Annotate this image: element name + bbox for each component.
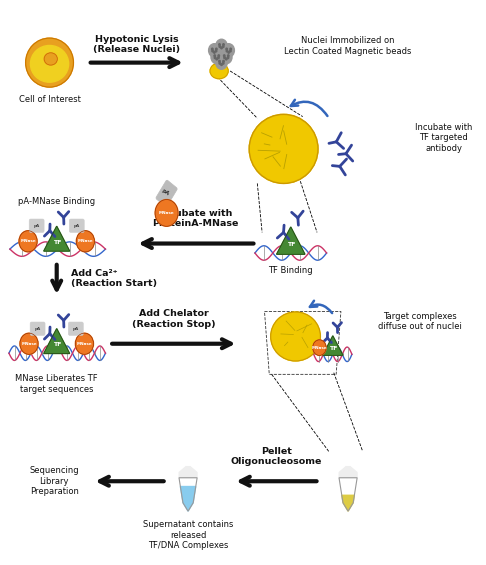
- Circle shape: [216, 58, 217, 60]
- FancyBboxPatch shape: [30, 322, 45, 336]
- Circle shape: [20, 333, 38, 354]
- Circle shape: [226, 48, 227, 50]
- Circle shape: [208, 44, 220, 57]
- Text: TF: TF: [329, 346, 337, 351]
- Text: Supernatant contains
released
TF/DNA Complexes: Supernatant contains released TF/DNA Com…: [143, 520, 233, 550]
- Circle shape: [223, 60, 224, 62]
- FancyBboxPatch shape: [69, 322, 83, 336]
- Text: MNase: MNase: [77, 342, 92, 346]
- Polygon shape: [179, 467, 197, 478]
- Text: TF: TF: [52, 240, 61, 245]
- Circle shape: [215, 50, 217, 52]
- Text: pA: pA: [73, 327, 79, 331]
- Text: Incubate with
ProteinA-MNase: Incubate with ProteinA-MNase: [152, 208, 239, 228]
- Circle shape: [213, 51, 215, 53]
- Circle shape: [216, 56, 227, 69]
- Circle shape: [76, 231, 94, 252]
- Text: pA: pA: [74, 224, 80, 228]
- Text: pA: pA: [35, 327, 41, 331]
- Circle shape: [312, 340, 326, 355]
- Circle shape: [212, 50, 213, 52]
- Circle shape: [226, 58, 227, 60]
- Circle shape: [155, 199, 178, 226]
- Polygon shape: [44, 226, 69, 251]
- Circle shape: [221, 50, 232, 64]
- Circle shape: [216, 48, 217, 50]
- Circle shape: [227, 55, 229, 56]
- Circle shape: [223, 44, 234, 57]
- Polygon shape: [180, 486, 196, 511]
- Circle shape: [221, 47, 222, 49]
- Circle shape: [230, 48, 231, 50]
- Circle shape: [223, 46, 224, 47]
- Circle shape: [227, 57, 229, 59]
- Circle shape: [219, 46, 221, 47]
- Polygon shape: [277, 227, 305, 254]
- Ellipse shape: [271, 312, 320, 361]
- FancyBboxPatch shape: [69, 219, 84, 232]
- Text: pA-MNase Binding: pA-MNase Binding: [18, 197, 95, 206]
- Circle shape: [219, 44, 220, 45]
- Circle shape: [218, 57, 219, 59]
- Circle shape: [223, 62, 224, 64]
- Text: Nuclei Immobilized on
Lectin Coated Magnetic beads: Nuclei Immobilized on Lectin Coated Magn…: [284, 36, 412, 55]
- Ellipse shape: [210, 63, 228, 79]
- Ellipse shape: [44, 53, 57, 65]
- Text: Add Chelator
(Reaction Stop): Add Chelator (Reaction Stop): [132, 309, 216, 329]
- Ellipse shape: [249, 114, 318, 184]
- Text: Cell of Interest: Cell of Interest: [18, 95, 81, 104]
- FancyBboxPatch shape: [29, 219, 44, 232]
- Circle shape: [219, 62, 221, 64]
- Text: Add Ca²⁺
(Reaction Start): Add Ca²⁺ (Reaction Start): [71, 269, 157, 288]
- Text: MNase Liberates TF
target sequences: MNase Liberates TF target sequences: [16, 375, 98, 394]
- Polygon shape: [339, 478, 357, 511]
- Circle shape: [211, 50, 223, 64]
- Text: Pellet
Oligonucleosome: Pellet Oligonucleosome: [231, 447, 322, 466]
- Polygon shape: [339, 467, 357, 478]
- Polygon shape: [44, 329, 69, 354]
- Circle shape: [214, 55, 215, 56]
- Text: Target complexes
diffuse out of nuclei: Target complexes diffuse out of nuclei: [378, 312, 462, 331]
- Text: MNase: MNase: [159, 211, 174, 215]
- Circle shape: [216, 39, 227, 53]
- Polygon shape: [323, 336, 343, 355]
- Text: MNase: MNase: [78, 240, 93, 244]
- Text: MNase: MNase: [21, 342, 37, 346]
- Ellipse shape: [31, 45, 69, 82]
- FancyBboxPatch shape: [156, 180, 177, 207]
- Circle shape: [221, 64, 222, 66]
- Circle shape: [75, 333, 93, 354]
- Circle shape: [228, 51, 229, 53]
- Polygon shape: [179, 478, 197, 511]
- Text: MNase: MNase: [20, 240, 36, 244]
- Polygon shape: [342, 496, 354, 511]
- Text: TF: TF: [52, 342, 61, 347]
- Text: TF: TF: [287, 242, 295, 247]
- Circle shape: [211, 48, 213, 50]
- Text: MNase: MNase: [312, 346, 327, 350]
- Circle shape: [19, 231, 37, 252]
- Circle shape: [218, 55, 220, 56]
- Circle shape: [219, 60, 220, 62]
- Text: Hypotonic Lysis
(Release Nuclei): Hypotonic Lysis (Release Nuclei): [93, 35, 180, 54]
- Text: Sequencing
Library
Preparation: Sequencing Library Preparation: [30, 466, 79, 496]
- Text: pA: pA: [161, 188, 171, 196]
- Circle shape: [223, 44, 224, 45]
- Text: Incubate with
TF targeted
antibody: Incubate with TF targeted antibody: [415, 123, 472, 153]
- Text: TF Binding: TF Binding: [268, 266, 313, 275]
- Circle shape: [224, 57, 226, 59]
- Circle shape: [224, 55, 225, 56]
- Text: pA: pA: [34, 224, 40, 228]
- Circle shape: [230, 50, 231, 52]
- Circle shape: [226, 50, 228, 52]
- Ellipse shape: [26, 38, 73, 87]
- Circle shape: [214, 57, 216, 59]
